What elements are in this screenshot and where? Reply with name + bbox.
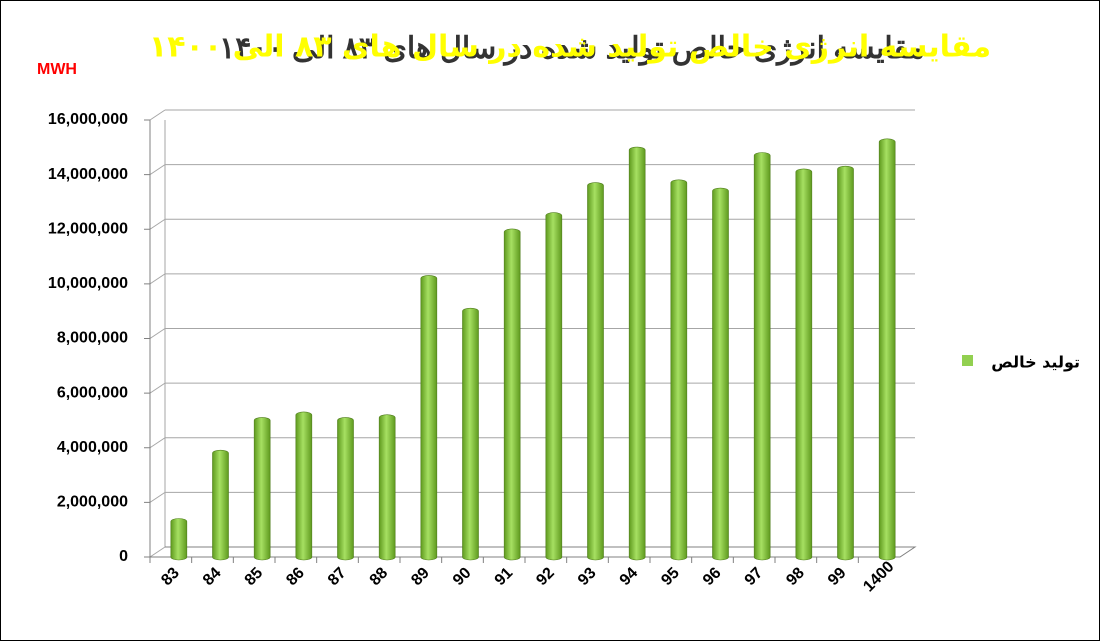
bar [545,212,563,561]
bar [212,449,229,561]
bar [837,165,854,561]
y-tick-label: 0 [119,548,128,565]
y-tick-label: 4,000,000 [57,439,128,456]
bar [337,417,354,561]
legend-swatch [962,355,973,366]
bar [670,179,688,561]
bar [420,275,438,561]
grid-line [149,546,166,558]
y-tick-label: 2,000,000 [57,494,128,511]
bar [378,414,396,561]
chart-title-shadow: مقایسه انرژی خالص تولید شده در سال های ۸… [219,32,925,66]
y-tick-label: 8,000,000 [57,330,128,347]
bar [503,228,521,561]
chart-title: مقایسه انرژی خالص تولید شده در سال های ۸… [149,30,991,65]
bar [462,307,479,561]
unit-label: MWH [37,61,77,78]
y-tick-label: 16,000,000 [48,111,128,128]
bar [878,138,896,561]
bar [712,187,729,561]
y-tick-label: 6,000,000 [57,384,128,401]
grid-line [149,273,166,285]
bar [587,182,604,561]
grid-line [149,382,166,394]
grid-line [149,109,166,121]
bar [295,411,313,561]
bar [170,518,188,561]
y-tick-label: 10,000,000 [48,275,128,292]
bar [253,417,271,561]
y-tick-label: 12,000,000 [48,220,128,237]
grid-line [149,491,166,503]
grid-line [149,328,166,339]
bar [753,152,771,561]
bar [795,168,813,561]
grid-line [149,218,166,230]
grid-line [149,164,166,176]
y-tick-label: 14,000,000 [48,166,128,183]
legend-label: تولید خالص [991,353,1080,372]
grid-line [149,437,166,449]
bar [628,146,646,561]
